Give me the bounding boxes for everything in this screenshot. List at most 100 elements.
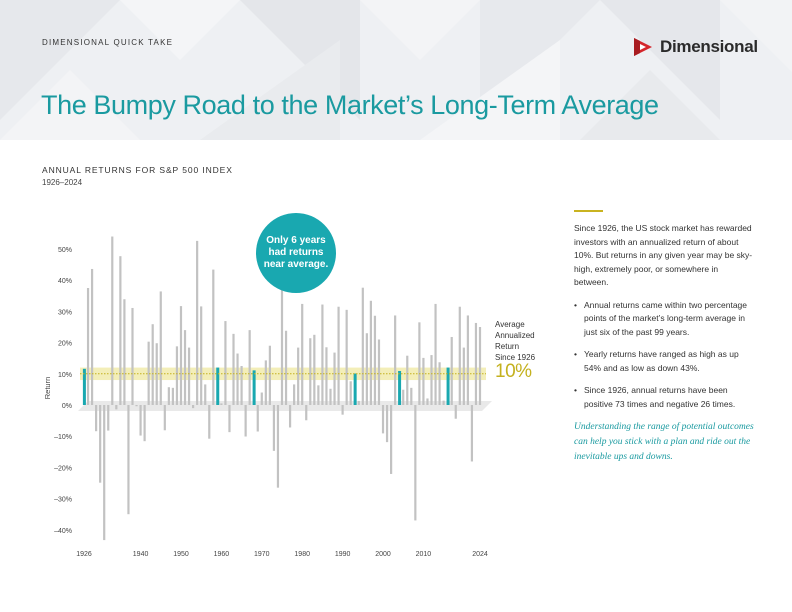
return-bar: [155, 343, 158, 405]
average-label-line: Return: [495, 342, 520, 351]
return-bar: [220, 403, 223, 405]
return-bar: [248, 330, 251, 405]
return-bar: [466, 315, 469, 405]
return-bar: [204, 384, 207, 405]
return-bar: [349, 381, 352, 405]
bullet-item: Annual returns came within two percentag…: [574, 299, 754, 340]
return-bar: [179, 306, 183, 405]
average-label-line: Average: [495, 320, 525, 329]
return-bar: [422, 357, 425, 405]
return-bar: [462, 347, 465, 405]
return-bar: [438, 362, 441, 405]
return-bar: [131, 307, 134, 405]
return-bar: [369, 300, 372, 405]
return-bar: [107, 405, 110, 431]
return-bar: [200, 306, 203, 405]
return-bar: [365, 333, 368, 405]
return-bar: [430, 355, 433, 405]
right-panel: Since 1926, the US stock market has rewa…: [574, 210, 754, 465]
near-average-bar: [252, 370, 256, 405]
return-bar: [333, 352, 336, 405]
x-tick-label: 2024: [472, 551, 488, 558]
return-bar: [410, 387, 413, 405]
return-bar: [325, 347, 328, 405]
return-bar: [454, 405, 457, 419]
return-bar: [373, 315, 377, 405]
return-bar: [345, 309, 348, 405]
return-bar: [329, 388, 332, 405]
return-bar: [260, 392, 263, 405]
intro-paragraph: Since 1926, the US stock market has rewa…: [574, 223, 753, 287]
return-bar: [418, 322, 421, 405]
return-bar: [381, 405, 385, 434]
return-bar: [187, 347, 191, 405]
chart-title: ANNUAL RETURNS FOR S&P 500 INDEX: [42, 165, 233, 175]
return-bar: [450, 336, 453, 405]
y-tick-label: –40%: [54, 528, 72, 535]
return-bar: [123, 299, 126, 405]
header-band: [0, 0, 792, 140]
return-bar: [442, 400, 445, 405]
return-bar: [175, 346, 179, 405]
y-axis-label: Return: [43, 377, 52, 400]
average-label: Average Annualized Return Since 1926: [495, 319, 555, 363]
return-bar: [103, 405, 106, 541]
dimensional-logo: Dimensional: [632, 36, 758, 58]
x-tick-label: 2000: [375, 551, 391, 558]
y-tick-label: –30%: [54, 497, 72, 504]
callout-line: had returns: [268, 247, 324, 258]
return-bar: [309, 338, 312, 405]
return-bar: [95, 405, 98, 432]
return-bar: [268, 345, 271, 405]
x-tick-label: 1980: [294, 551, 310, 558]
return-bar: [256, 405, 259, 432]
return-bar: [264, 360, 267, 405]
y-tick-label: 20%: [58, 341, 72, 348]
x-tick-label: 1990: [335, 551, 351, 558]
return-bar: [99, 405, 102, 483]
return-bar: [183, 330, 187, 405]
return-bar: [313, 334, 316, 405]
return-bar: [196, 240, 199, 405]
return-bar: [474, 322, 478, 405]
x-tick-label: 2010: [416, 551, 432, 558]
return-bar: [470, 405, 474, 462]
return-bar: [361, 287, 364, 405]
return-bar: [357, 400, 360, 405]
return-bar: [171, 387, 174, 405]
return-bar: [224, 321, 227, 405]
average-label-line: Annualized: [495, 331, 535, 340]
x-tick-label: 1926: [76, 551, 92, 558]
return-bar: [478, 327, 482, 405]
return-bar: [297, 347, 300, 405]
page-title: The Bumpy Road to the Market’s Long-Term…: [41, 90, 659, 120]
return-bar: [212, 269, 215, 405]
return-bar: [163, 405, 166, 431]
return-bar: [228, 405, 231, 433]
x-tick-label: 1960: [214, 551, 230, 558]
return-bar: [111, 236, 114, 405]
bullet-item: Since 1926, annual returns have been pos…: [574, 384, 754, 411]
return-bar: [458, 306, 461, 405]
return-bar: [232, 333, 235, 405]
return-bar: [147, 341, 150, 405]
return-bar: [284, 330, 288, 405]
return-bar: [276, 405, 280, 488]
y-tick-label: 0%: [62, 403, 72, 410]
average-label-line: Since 1926: [495, 353, 536, 362]
return-bar: [317, 385, 320, 405]
y-tick-label: 40%: [58, 278, 72, 285]
header-pattern: [0, 0, 792, 140]
return-bar: [288, 405, 292, 428]
y-tick-label: 30%: [58, 309, 72, 316]
return-bar: [434, 303, 437, 405]
return-bar: [159, 291, 162, 405]
return-bar: [280, 288, 284, 405]
return-bar: [127, 405, 130, 515]
dimensional-logo-icon: [634, 38, 652, 56]
return-bar: [394, 315, 397, 405]
x-tick-label: 1950: [173, 551, 189, 558]
return-bar: [341, 405, 344, 415]
bullet-list: Annual returns came within two percentag…: [574, 299, 754, 412]
